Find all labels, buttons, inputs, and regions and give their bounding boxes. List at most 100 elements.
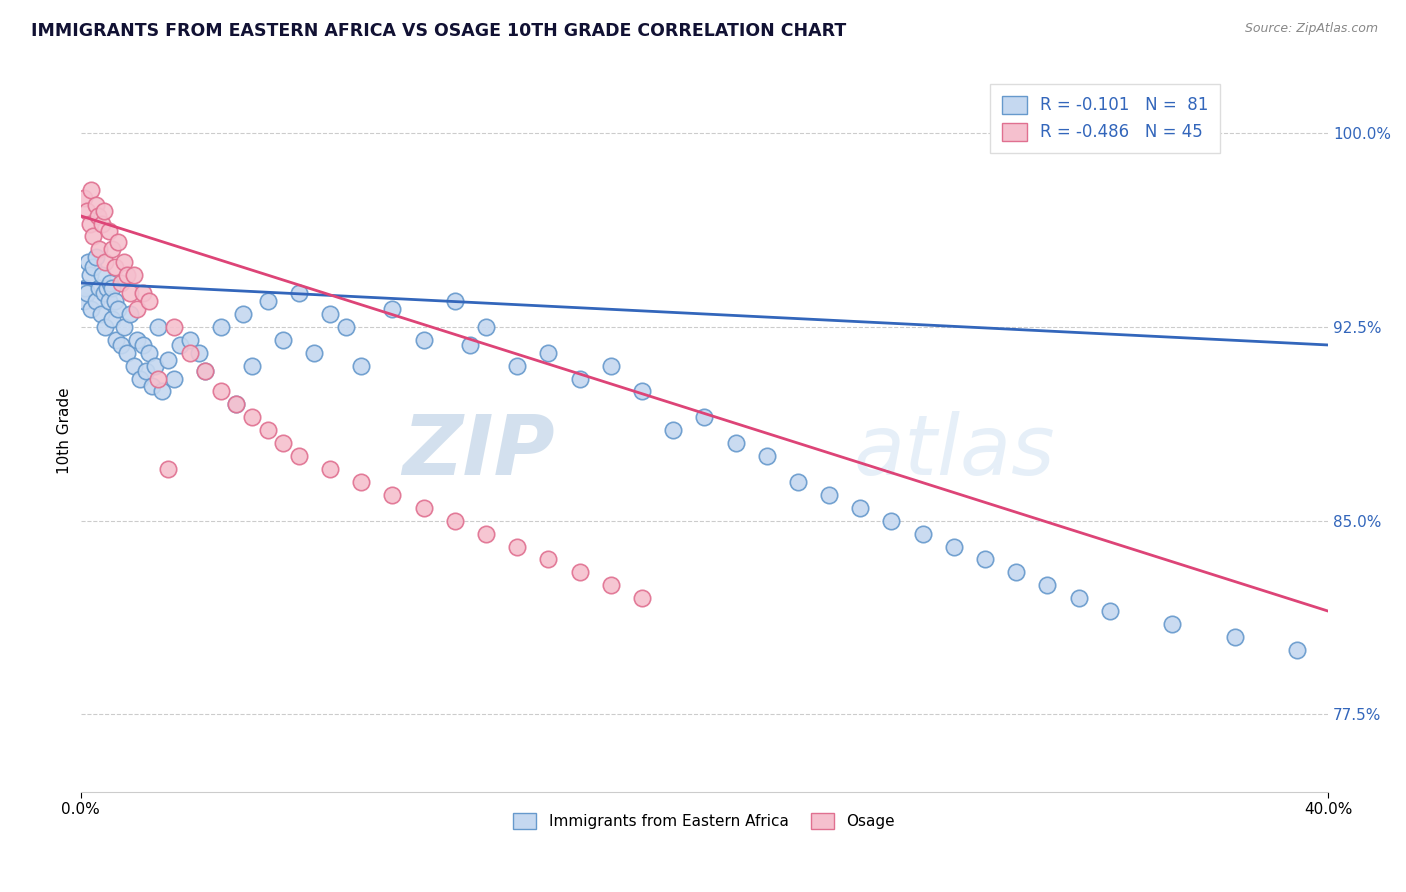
Point [100,243,122,257]
Point [506,359,529,373]
Point [86,209,108,223]
Point [79,217,101,231]
Point [304,345,326,359]
Point [225,397,247,411]
Point [97,224,120,238]
Point [120,286,142,301]
Point [599,359,621,373]
Text: atlas: atlas [853,411,1056,492]
Point [537,345,560,359]
Point [179,333,201,347]
Point [148,371,170,385]
Point [110,338,132,352]
Point [141,379,163,393]
Point [240,410,263,425]
Legend: Immigrants from Eastern Africa, Osage: Immigrants from Eastern Africa, Osage [508,806,901,835]
Point [110,276,132,290]
Point [974,552,997,566]
Point [75,281,97,295]
Point [568,371,591,385]
Point [77,255,100,269]
Point [256,294,278,309]
Point [209,384,232,399]
Y-axis label: 10th Grade: 10th Grade [58,387,72,474]
Point [135,364,157,378]
Point [209,319,232,334]
Point [256,423,278,437]
Point [1098,604,1121,618]
Point [125,301,148,316]
Point [194,364,217,378]
Point [97,294,120,309]
Point [568,566,591,580]
Point [475,319,498,334]
Point [132,338,155,352]
Point [93,286,115,301]
Point [350,475,373,489]
Point [288,286,311,301]
Point [72,294,94,309]
Point [1161,617,1184,632]
Point [381,301,404,316]
Point [443,514,465,528]
Point [105,333,128,347]
Point [145,359,167,373]
Point [156,462,179,476]
Text: IMMIGRANTS FROM EASTERN AFRICA VS OSAGE 10TH GRADE CORRELATION CHART: IMMIGRANTS FROM EASTERN AFRICA VS OSAGE … [31,22,846,40]
Point [163,319,186,334]
Point [163,371,186,385]
Point [96,281,118,295]
Point [381,488,404,502]
Point [240,359,263,373]
Point [786,475,808,489]
Point [631,591,654,606]
Point [724,436,747,450]
Point [94,255,117,269]
Point [104,294,127,309]
Point [319,307,342,321]
Point [89,243,111,257]
Point [100,312,122,326]
Point [79,268,101,283]
Point [288,449,311,463]
Point [412,333,434,347]
Point [125,333,148,347]
Point [232,307,254,321]
Point [194,364,217,378]
Point [537,552,560,566]
Point [94,319,117,334]
Point [122,359,145,373]
Point [1036,578,1059,592]
Point [1285,643,1308,657]
Point [89,281,111,295]
Point [475,526,498,541]
Point [80,183,103,197]
Point [80,301,103,316]
Point [90,307,112,321]
Point [271,333,294,347]
Point [755,449,778,463]
Point [93,203,115,218]
Point [117,268,139,283]
Point [849,500,872,515]
Point [335,319,357,334]
Point [942,540,965,554]
Point [460,338,482,352]
Point [156,353,179,368]
Point [599,578,621,592]
Point [319,462,342,476]
Point [443,294,465,309]
Point [98,276,121,290]
Point [128,371,150,385]
Point [631,384,654,399]
Point [84,250,107,264]
Point [138,294,160,309]
Point [350,359,373,373]
Point [1005,566,1028,580]
Text: ZIP: ZIP [402,411,554,492]
Point [132,286,155,301]
Point [104,260,127,275]
Point [82,260,104,275]
Point [120,307,142,321]
Point [1067,591,1090,606]
